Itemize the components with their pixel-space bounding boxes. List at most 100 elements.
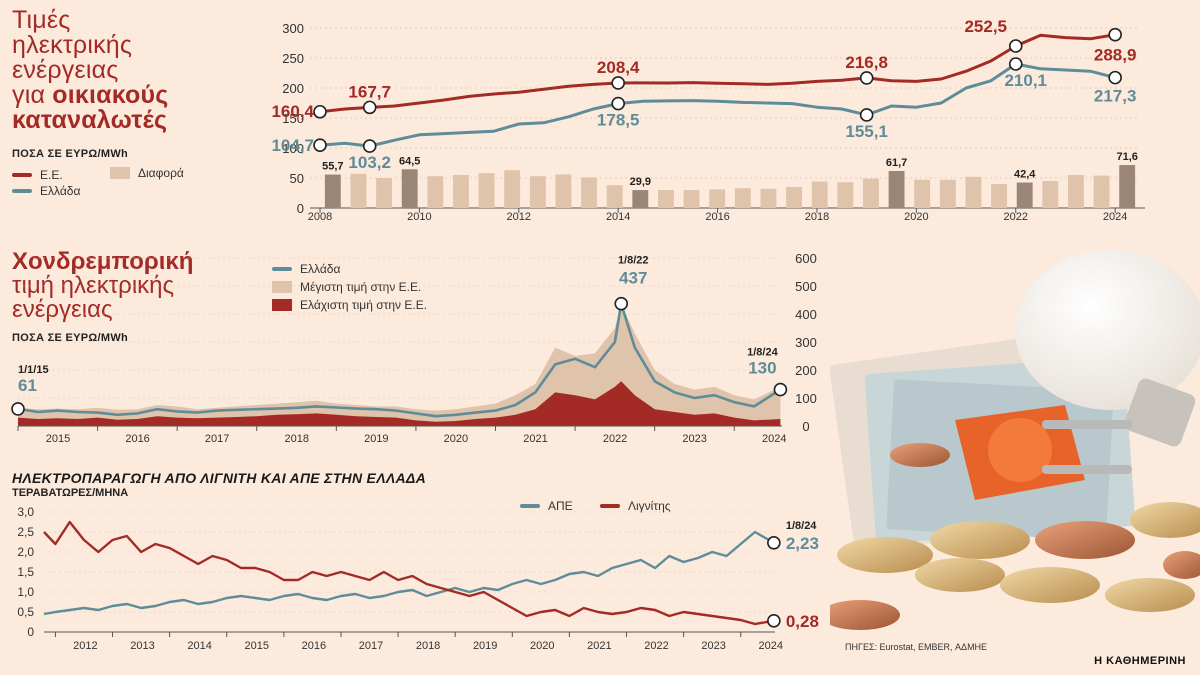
- diff-bar: [632, 190, 649, 208]
- x-tick-label: 2022: [603, 433, 627, 445]
- x-tick-label: 2024: [1103, 211, 1127, 223]
- coin-shape: [930, 521, 1030, 559]
- price-point-marker: [859, 108, 874, 122]
- diff-bar: [606, 185, 623, 208]
- price-point-marker: [313, 138, 327, 152]
- diff-bar: [581, 177, 598, 208]
- x-tick-label: 2020: [904, 211, 928, 223]
- diff-bar: [657, 190, 674, 208]
- y-tick-label: 0: [27, 625, 34, 639]
- diff-bar: [1093, 175, 1110, 208]
- coin-shape: [1163, 551, 1200, 579]
- wholesale-point-marker: [773, 382, 788, 397]
- legend-gr-swatch: [12, 189, 32, 193]
- legend-label: Ελλάδα: [300, 262, 341, 276]
- legend-eu-label: Ε.Ε.: [40, 168, 63, 182]
- title-line: τιμή ηλεκτρικής: [12, 272, 175, 299]
- x-tick-label: 2020: [444, 433, 468, 445]
- wholesale-unit: ΠΟΣΑ ΣΕ ΕΥΡΩ/MWh: [12, 332, 129, 344]
- y-tick-label: 400: [795, 307, 817, 322]
- y-tick-label: 0: [802, 419, 809, 434]
- diff-bar: [452, 175, 469, 208]
- y-tick-label: 0,5: [17, 605, 34, 619]
- household-chart-title: Τιμές ηλεκτρικής ενέργειας για οικιακούς…: [12, 8, 168, 133]
- legend-diff: Διαφορά: [110, 166, 184, 180]
- price-point-marker: [1108, 70, 1122, 85]
- diff-bar: [888, 170, 905, 208]
- y-tick-label: 2,5: [17, 525, 34, 539]
- y-tick-label: 3,0: [17, 505, 34, 519]
- x-tick-label: 2019: [364, 433, 388, 445]
- x-tick-label: 2023: [701, 640, 725, 652]
- diff-bar: [683, 190, 700, 208]
- diff-bar: [427, 176, 444, 208]
- bulb-glass-shape: [1015, 250, 1200, 410]
- x-tick-label: 2016: [302, 640, 326, 652]
- price-value-label: 167,7: [348, 82, 391, 101]
- y-tick-label: 300: [282, 21, 304, 36]
- coin-shape: [915, 558, 1005, 592]
- y-tick-label: 100: [282, 141, 304, 156]
- price-value-label: 208,4: [597, 58, 640, 77]
- x-tick-label: 2014: [606, 211, 630, 223]
- legend-swatch: [600, 504, 620, 508]
- y-tick-label: 1,5: [17, 565, 34, 579]
- diff-bar: [1119, 165, 1136, 208]
- y-tick-label: 2,0: [17, 545, 34, 559]
- x-tick-label: 2016: [705, 211, 729, 223]
- price-point-marker: [362, 139, 377, 153]
- res-value-label: 2,23: [786, 534, 819, 553]
- diff-bar-label: 42,4: [1014, 169, 1036, 181]
- eu-min-area: [18, 381, 781, 426]
- diff-bar: [914, 179, 931, 208]
- price-point-marker: [611, 76, 625, 90]
- wholesale-chart-title: Χονδρεμπορική τιμή ηλεκτρικής ενέργειας: [12, 250, 193, 322]
- diff-bar: [376, 178, 393, 208]
- x-tick-label: 2023: [682, 433, 706, 445]
- x-tick-label: 2022: [1004, 211, 1028, 223]
- price-value-label: 217,3: [1094, 87, 1137, 106]
- x-tick-label: 2014: [187, 640, 211, 652]
- generation-unit: ΤΕΡΑΒΑΤΩΡΕΣ/ΜΗΝΑ: [12, 487, 129, 499]
- x-tick-label: 2017: [359, 640, 383, 652]
- x-tick-label: 2018: [805, 211, 829, 223]
- y-tick-label: 200: [282, 81, 304, 96]
- coin-shape: [830, 600, 900, 630]
- y-tick-label: 1,0: [17, 585, 34, 599]
- generation-chart-title: ΗΛΕΚΤΡΟΠΑΡΑΓΩΓΗ ΑΠΟ ΛΙΓΝΙΤΗ ΚΑΙ ΑΠΕ ΣΤΗΝ…: [12, 470, 426, 486]
- diff-bar: [939, 179, 956, 208]
- point-date-label: 1/8/24: [747, 347, 778, 359]
- x-tick-label: 2022: [644, 640, 668, 652]
- legend-label: Ελάχιστη τιμή στην Ε.Ε.: [300, 298, 428, 312]
- coin-shape: [1000, 567, 1100, 603]
- diff-bar: [1067, 175, 1084, 208]
- y-tick-label: 250: [282, 51, 304, 66]
- y-tick-label: 300: [795, 335, 817, 350]
- eu-price-line: [319, 33, 1116, 114]
- price-point-marker: [313, 104, 327, 119]
- legend-eu: Ε.Ε.: [12, 168, 63, 182]
- diff-bar-label: 29,9: [630, 176, 651, 188]
- x-tick-label: 2015: [245, 640, 269, 652]
- title-line-pre: για: [12, 81, 53, 109]
- diff-bar: [837, 182, 854, 208]
- legend-label: Μέγιστη τιμή στην Ε.Ε.: [300, 280, 422, 294]
- publisher-brand: Η ΚΑΘΗΜΕΡΙΝΗ: [1094, 655, 1186, 667]
- price-point-marker: [1108, 27, 1122, 42]
- legend-swatch: [272, 267, 292, 271]
- plug-face-shape: [988, 418, 1052, 482]
- diff-bar: [862, 178, 879, 208]
- diff-bar-label: 55,7: [322, 161, 343, 173]
- household-unit: ΠΟΣΑ ΣΕ ΕΥΡΩ/MWh: [12, 148, 129, 160]
- y-tick-label: 600: [795, 251, 817, 266]
- diff-bar: [529, 176, 546, 208]
- diff-bar: [504, 170, 521, 208]
- legend-gr-label: Ελλάδα: [40, 184, 81, 198]
- price-point-marker: [1008, 39, 1023, 53]
- coin-shape: [1035, 521, 1135, 559]
- legend-swatch: [520, 504, 540, 508]
- plug-pin-shape: [1042, 420, 1132, 429]
- diff-bar: [1016, 182, 1033, 208]
- coin-shape: [890, 443, 950, 467]
- x-tick-label: 2008: [308, 211, 332, 223]
